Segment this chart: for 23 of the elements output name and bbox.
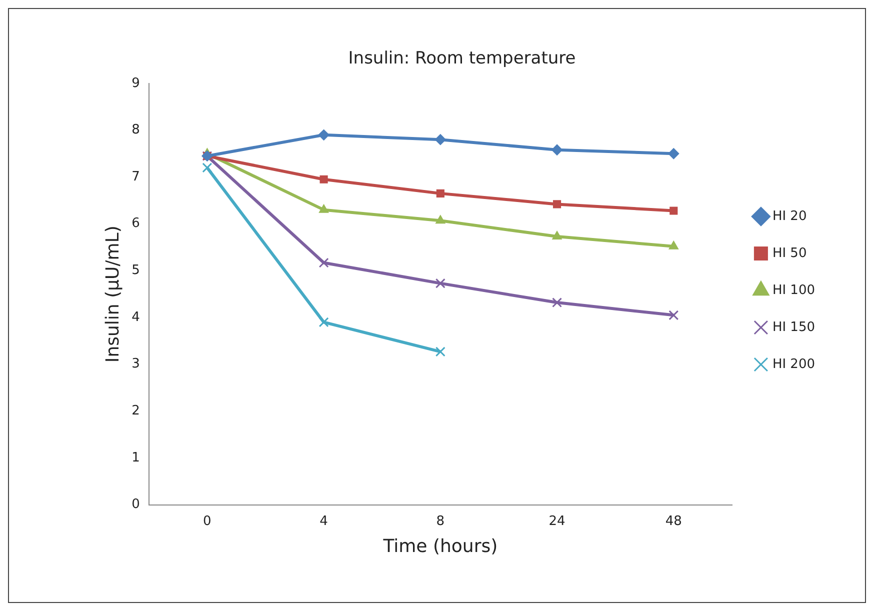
x-tick-label: 0 <box>203 514 212 529</box>
y-tick-label: 2 <box>132 404 140 419</box>
legend-label: HI 200 <box>772 356 816 372</box>
y-tick-label: 9 <box>132 76 140 91</box>
y-tick-label: 5 <box>132 263 140 278</box>
x-axis-title: Time (hours) <box>382 536 498 557</box>
legend-label: HI 100 <box>772 282 816 298</box>
y-tick-label: 1 <box>132 450 140 466</box>
y-tick-label: 3 <box>132 356 140 372</box>
x-tick-label: 24 <box>548 514 566 529</box>
y-tick-label: 7 <box>132 169 140 184</box>
legend-label: HI 150 <box>772 320 816 335</box>
chart-title: Insulin: Room temperature <box>348 48 576 69</box>
x-tick-label: 48 <box>665 514 682 529</box>
y-tick-label: 4 <box>132 310 140 325</box>
legend-label: HI 50 <box>772 246 807 261</box>
y-tick-label: 8 <box>132 122 140 138</box>
y-tick-label: 0 <box>132 497 140 512</box>
y-axis-title: Insulin (µU/mL) <box>102 226 124 363</box>
y-tick-label: 6 <box>132 216 140 232</box>
legend-label: HI 20 <box>772 208 807 224</box>
x-tick-label: 4 <box>320 514 328 529</box>
x-tick-label: 8 <box>436 514 445 529</box>
